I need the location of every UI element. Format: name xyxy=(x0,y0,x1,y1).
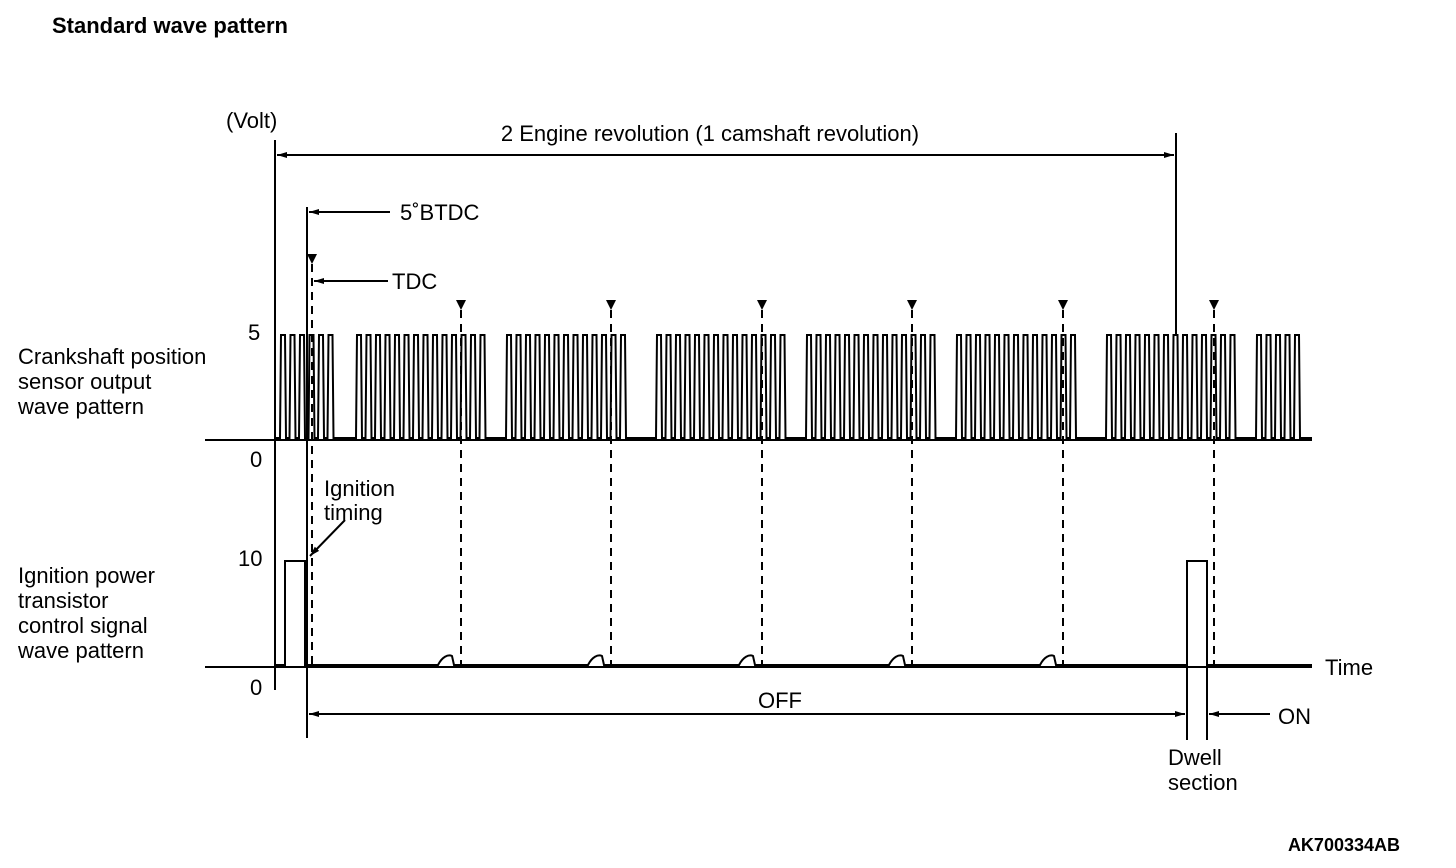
ignition-label: Ignition power xyxy=(18,563,155,588)
tdc-marker xyxy=(1058,300,1068,310)
dwell-label: section xyxy=(1168,770,1238,795)
tdc-marker xyxy=(606,300,616,310)
crank-y-low: 0 xyxy=(250,447,262,472)
ignition-timing: timing xyxy=(324,500,383,525)
ignition-wave xyxy=(275,560,1312,666)
ignition-label: wave pattern xyxy=(17,638,144,663)
ignition-y-high: 10 xyxy=(238,546,262,571)
on-label: ON xyxy=(1278,704,1311,729)
crank-label: wave pattern xyxy=(17,394,144,419)
tdc-marker xyxy=(907,300,917,310)
crank-label: sensor output xyxy=(18,369,151,394)
tdc-marker xyxy=(307,254,317,264)
time-label: Time xyxy=(1325,655,1373,680)
btdc-label: 5˚BTDC xyxy=(400,200,480,225)
tdc-marker xyxy=(757,300,767,310)
figure-code: AK700334AB xyxy=(1288,835,1400,855)
off-label: OFF xyxy=(758,688,802,713)
ignition-label: control signal xyxy=(18,613,148,638)
unit: (Volt) xyxy=(226,108,277,133)
span-label: 2 Engine revolution (1 camshaft revoluti… xyxy=(501,121,919,146)
ignition-label: transistor xyxy=(18,588,108,613)
crank-label: Crankshaft position xyxy=(18,344,206,369)
tdc-marker xyxy=(456,300,466,310)
ignition-timing: Ignition xyxy=(324,476,395,501)
ignition-y-low: 0 xyxy=(250,675,262,700)
dwell-label: Dwell xyxy=(1168,745,1222,770)
waveforms xyxy=(275,254,1312,667)
crank-y-high: 5 xyxy=(248,320,260,345)
crank-wave xyxy=(275,334,1312,439)
tdc-label: TDC xyxy=(392,269,437,294)
tdc-marker xyxy=(1209,300,1219,310)
axes xyxy=(205,133,1312,740)
title: Standard wave pattern xyxy=(52,13,288,38)
